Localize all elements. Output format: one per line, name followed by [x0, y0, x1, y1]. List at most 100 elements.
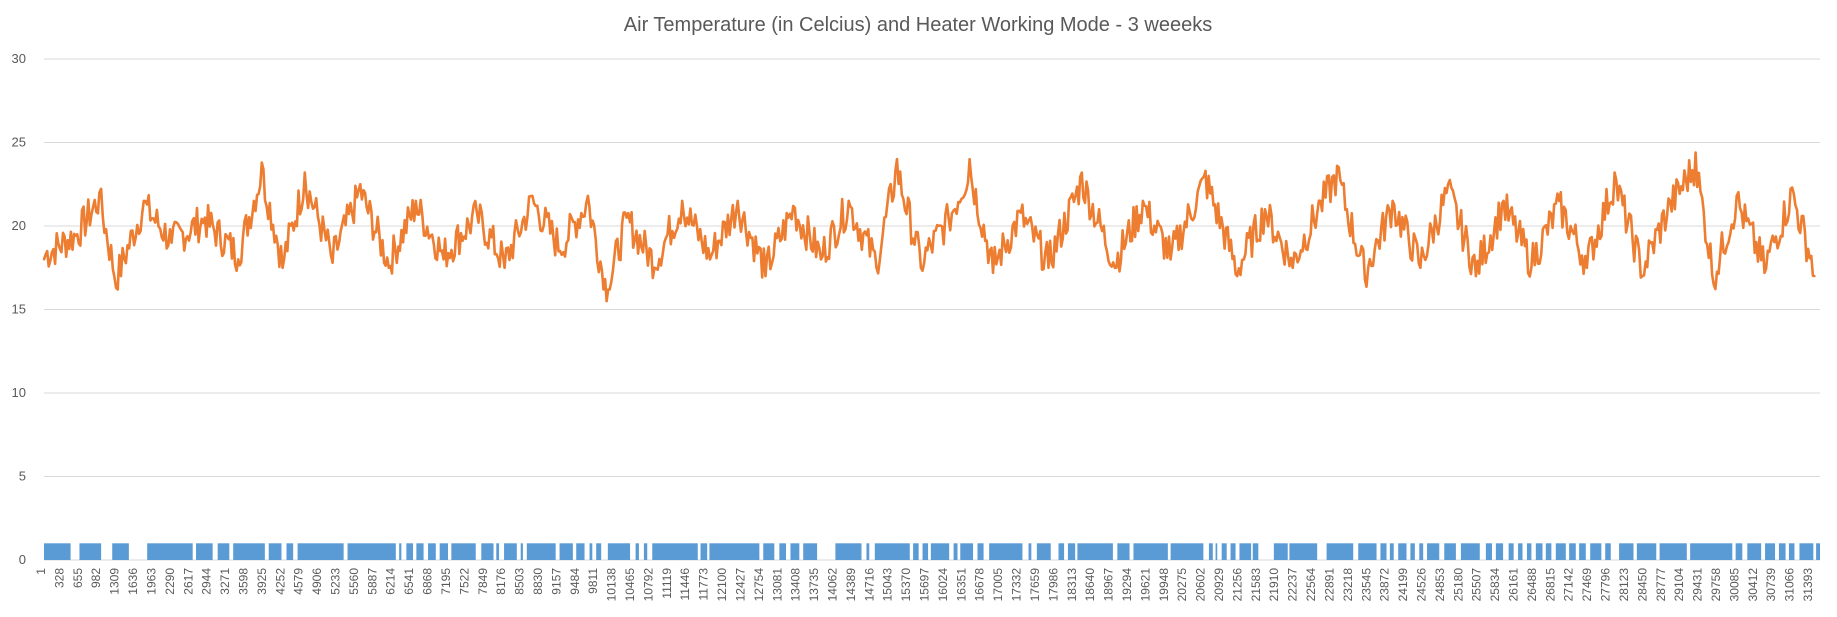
heater-on-block [1518, 543, 1523, 560]
x-tick-label: 1963 [144, 568, 158, 595]
heater-on-block [112, 543, 129, 560]
temperature-point [114, 286, 118, 289]
x-tick-label: 6541 [402, 568, 416, 595]
temperature-point [387, 266, 391, 269]
temperature-point [1319, 199, 1322, 203]
temperature-point [475, 211, 479, 214]
x-tick-label: 3271 [218, 568, 232, 595]
x-tick-label: 15043 [881, 568, 895, 602]
heater-on-block [1605, 543, 1611, 560]
x-tick-label: 5887 [365, 568, 379, 595]
x-tick-label: 11119 [660, 568, 674, 599]
temperature-point [1113, 266, 1116, 269]
heater-on-block [589, 543, 593, 560]
temperature-point [1813, 274, 1816, 278]
heater-on-block [1590, 543, 1602, 560]
x-tick-label: 10138 [605, 568, 619, 602]
x-tick-label: 9811 [586, 568, 600, 594]
x-tick-label: 18313 [1065, 568, 1079, 602]
heater-on-block [709, 543, 760, 560]
x-tick-label: 4252 [273, 568, 287, 595]
temperature-point [764, 274, 767, 278]
heater-on-block [399, 543, 402, 560]
heater-on-block [1170, 543, 1204, 560]
heater-on-block [790, 543, 800, 560]
heater-on-block [504, 543, 517, 560]
x-tick-label: 30085 [1727, 568, 1741, 602]
x-tick-label: 6868 [421, 568, 435, 595]
temperature-point [1530, 266, 1533, 269]
heater-on-block [1816, 543, 1820, 560]
temperature-point [1791, 186, 1794, 189]
temperature-point [98, 191, 101, 194]
heater-on-block [1239, 543, 1252, 560]
y-tick-label: 15 [12, 302, 26, 317]
temperature-point [1474, 274, 1478, 278]
heater-on-block [347, 543, 396, 560]
heater-on-block [1326, 543, 1354, 560]
heater-on-block [1444, 543, 1456, 560]
y-tick-label: 30 [12, 51, 26, 66]
x-tick-label: 8176 [494, 568, 508, 595]
heater-on-block [635, 543, 639, 560]
x-tick-label: 19948 [1157, 568, 1171, 602]
heater-on-block [147, 543, 193, 560]
x-tick-label: 21256 [1230, 568, 1244, 602]
heater-on-block [1077, 543, 1113, 560]
heater-on-block [1410, 543, 1415, 560]
heater-on-block [1799, 543, 1814, 560]
heater-on-block [779, 543, 787, 560]
y-tick-label: 0 [19, 552, 26, 567]
heater-on-block [1495, 543, 1504, 560]
x-tick-label: 29431 [1691, 568, 1705, 602]
x-tick-label: 16351 [954, 568, 968, 602]
x-tick-label: 30739 [1764, 568, 1778, 602]
heater-on-block [1535, 543, 1543, 560]
heater-on-block [596, 543, 602, 560]
temperature-line [42, 151, 1815, 303]
temperature-point [303, 171, 307, 174]
y-tick-label: 20 [12, 218, 26, 233]
heater-on-block [1778, 543, 1786, 560]
heater-on-block [1117, 543, 1130, 560]
heater-on-block [913, 543, 919, 560]
heater-on-block [1398, 543, 1407, 560]
x-tick-label: 5233 [329, 568, 343, 595]
temperature-point [919, 266, 923, 269]
heater-on-block [44, 543, 71, 560]
x-tick-label: 13408 [789, 568, 803, 602]
chart-title: Air Temperature (in Celcius) and Heater … [624, 14, 1212, 36]
temperature-point [1613, 171, 1616, 174]
temperature-point [1019, 211, 1022, 214]
temperature-point [1047, 266, 1050, 269]
temperature-point [1641, 274, 1644, 278]
x-tick-label: 23545 [1359, 568, 1373, 602]
heater-on-block [233, 543, 265, 560]
temperature-point [1080, 171, 1084, 174]
temperature-point [1363, 278, 1367, 281]
x-tick-label: 8830 [531, 568, 545, 595]
x-tick-label: 17986 [1046, 568, 1060, 602]
heater-on-block [268, 543, 282, 560]
x-tick-label: 11446 [678, 568, 692, 601]
x-tick-label: 1309 [108, 568, 122, 595]
x-tick-label: 24199 [1396, 568, 1410, 602]
temperature-point [1585, 266, 1589, 269]
temperature-point [875, 266, 878, 269]
heater-on-block [1659, 543, 1687, 560]
temperature-point [681, 199, 684, 203]
y-tick-label: 5 [19, 469, 26, 484]
x-tick-label: 20929 [1212, 568, 1226, 602]
x-tick-label: 25180 [1451, 568, 1465, 602]
temperature-point [1502, 199, 1505, 203]
x-tick-label: 11773 [697, 568, 711, 601]
x-tick-label: 18967 [1102, 568, 1116, 602]
x-tick-label: 26815 [1543, 568, 1557, 602]
heater-on-block [1358, 543, 1377, 560]
heater-on-block [977, 543, 984, 560]
heater-on-block [607, 543, 631, 560]
temperature-point [1236, 274, 1239, 278]
x-tick-label: 9484 [568, 568, 582, 595]
